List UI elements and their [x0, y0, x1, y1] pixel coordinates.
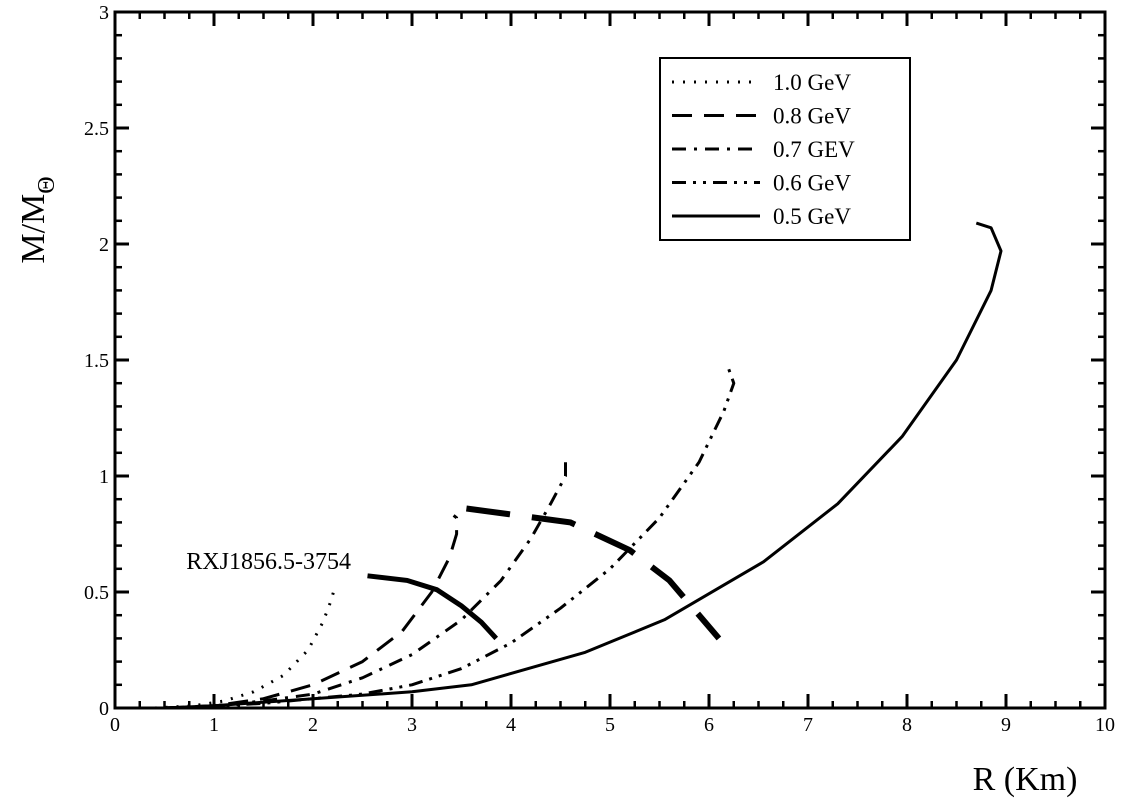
- series-line-solid: [164, 221, 1003, 710]
- ticks: [113, 10, 1107, 710]
- x-tick-label: 3: [407, 714, 417, 736]
- annotation-thick-curve: [367, 573, 499, 641]
- x-tick-label: 2: [308, 714, 318, 736]
- x-axis-title: R (Km): [973, 761, 1078, 798]
- series-line-dotted: [154, 584, 337, 710]
- y-axis-title: M/MΘ: [15, 176, 60, 263]
- annotation-thick-dashed-curve: [466, 505, 722, 641]
- y-tick-label: 3: [99, 2, 109, 24]
- legend-label: 0.8 GeV: [773, 104, 851, 129]
- annotation-label: RXJ1856.5-3754: [186, 549, 351, 575]
- y-tick-label: 0: [99, 698, 109, 720]
- legend-label: 0.5 GeV: [773, 204, 851, 229]
- x-tick-label: 8: [902, 714, 912, 736]
- y-tick-label: 2: [99, 234, 109, 256]
- y-axis-title-main: M/M: [15, 194, 52, 264]
- legend-box: [659, 57, 911, 241]
- y-tick-label: 1: [99, 466, 109, 488]
- x-tick-label: 4: [506, 714, 516, 736]
- x-tick-label: 1: [209, 714, 219, 736]
- tick-labels: 0 1 2 3 4 5 6 7 8 9 10 0 0.5 1 1.5 2 2.5 3: [84, 2, 1115, 736]
- legend: 1.0 GeV 0.8 GeV 0.7 GEV 0.6 GeV 0.5 GeV: [659, 57, 911, 241]
- legend-label: 0.6 GeV: [773, 171, 851, 196]
- annotation-layer: RXJ1856.5-3754: [186, 505, 722, 641]
- svg-text:M/MΘ: M/MΘ: [15, 176, 60, 263]
- x-tick-label: 9: [1001, 714, 1011, 736]
- series-layer: [154, 221, 1003, 710]
- x-tick-label: 10: [1095, 714, 1115, 736]
- series-line-dashed: [164, 514, 459, 710]
- x-tick-label: 7: [803, 714, 813, 736]
- y-tick-label: 1.5: [84, 350, 109, 372]
- x-tick-label: 6: [704, 714, 714, 736]
- y-tick-label: 0.5: [84, 582, 109, 604]
- legend-label: 0.7 GEV: [773, 137, 855, 162]
- x-tick-label: 0: [110, 714, 120, 736]
- legend-label: 1.0 GeV: [773, 70, 851, 95]
- y-axis-title-sub: Θ: [34, 176, 60, 193]
- x-tick-label: 5: [605, 714, 615, 736]
- y-tick-label: 2.5: [84, 118, 109, 140]
